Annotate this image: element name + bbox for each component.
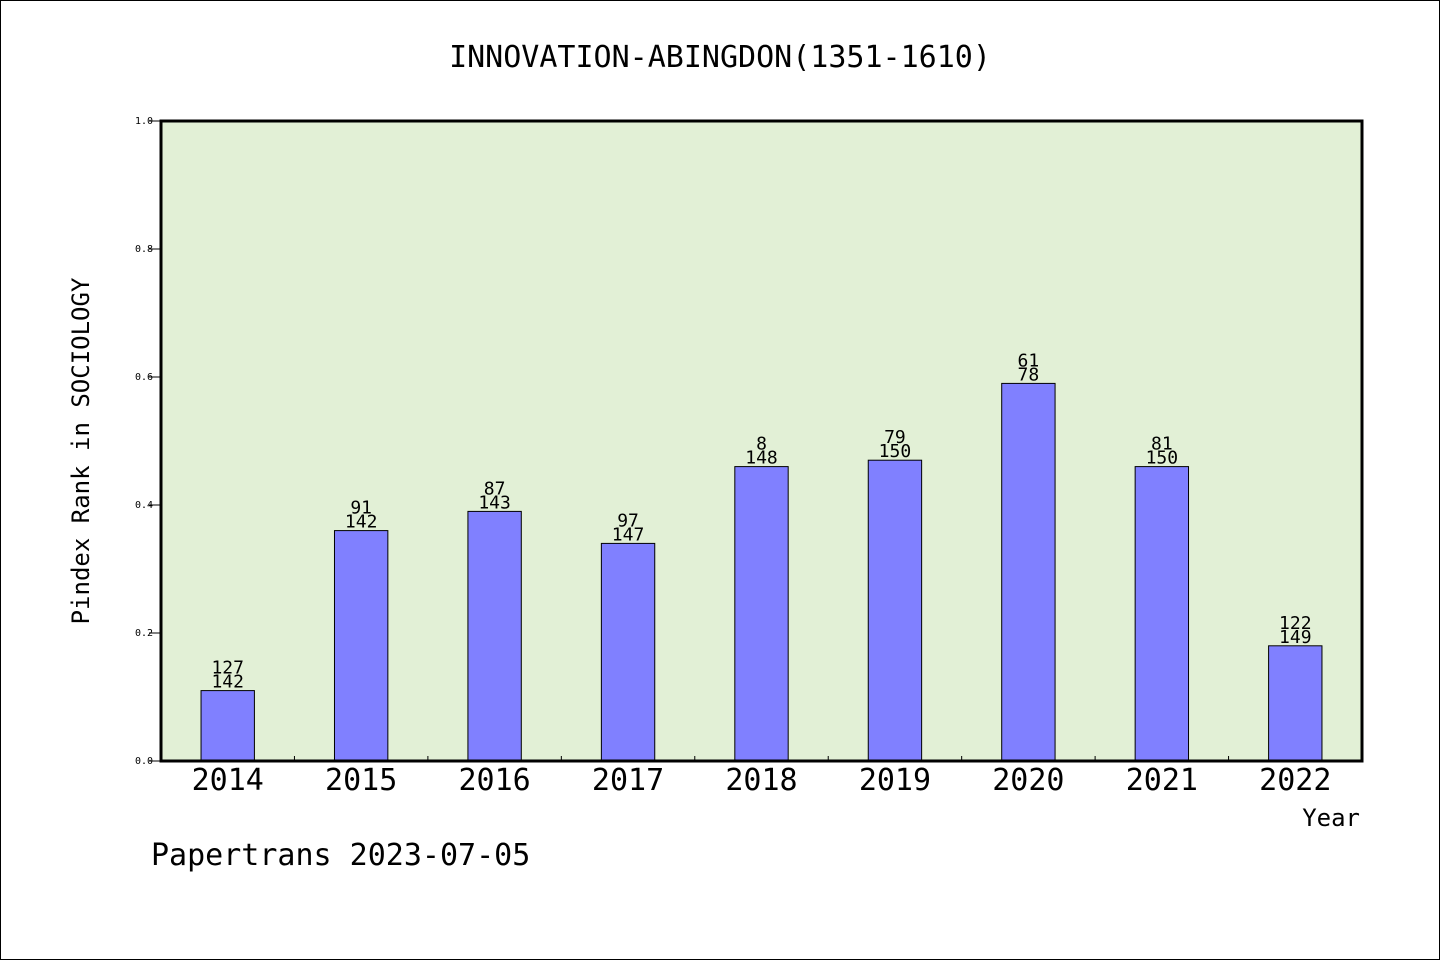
bar-rank-label-2017: 97 [617,510,639,531]
bar-rank-label-2015: 91 [350,498,372,519]
bar-2015 [333,530,389,762]
x-tick-label-2019: 2019 [859,763,931,798]
x-tick-label-2016: 2016 [458,763,530,798]
y-tick-label: 0.6 [135,372,153,383]
bar-total-label-2015: 142 [345,512,378,533]
bar-2014 [200,690,255,762]
bar-2017 [600,542,656,762]
bar-total-label-2016: 143 [478,492,511,513]
bar-rank-label-2020: 61 [1018,350,1040,371]
x-axis-label: Year [1302,804,1360,832]
x-tick-label-2014: 2014 [192,763,264,798]
bar-rank-label-2016: 87 [484,478,506,499]
bar-2018 [734,466,789,762]
bar-2019 [867,459,923,762]
bar-2021 [1134,466,1190,762]
y-tick-label: 0.8 [135,244,153,255]
bar-2020 [1001,382,1056,762]
plot-frame [159,119,1364,763]
bar-rank-label-2019: 79 [884,427,906,448]
footer-text: Papertrans 2023-07-05 [151,838,530,873]
y-tick-label: 0.4 [135,500,153,511]
bar-total-label-2018: 148 [745,448,778,469]
bar-rank-label-2022: 122 [1279,613,1312,634]
chart-title: INNOVATION-ABINGDON(1351-1610) [449,40,991,75]
y-tick-label: 1.0 [135,116,153,127]
y-ticks-group: 0.0 0.2 0.4 0.6 0.8 1.0 [135,116,161,767]
x-tick-label-2015: 2015 [325,763,397,798]
y-tick-label: 0.2 [135,628,153,639]
x-tick-label-2021: 2021 [1126,763,1198,798]
bar-total-label-2019: 150 [879,441,912,462]
x-tick-label-2020: 2020 [992,763,1064,798]
bar-total-label-2014: 142 [211,672,244,693]
x-tick-label-2018: 2018 [725,763,797,798]
bar-total-label-2021: 150 [1146,448,1179,469]
y-tick-label: 0.0 [135,756,153,767]
x-tick-label-2017: 2017 [592,763,664,798]
bar-2022 [1268,645,1323,762]
x-ticks-group: 2014 2015 2016 2017 2018 2019 2020 2021 2022 [192,756,1331,798]
y-axis-label: Pindex Rank in SOCIOLOGY [67,277,95,624]
bar-rank-label-2014: 127 [211,658,244,679]
bars-group [200,382,1323,762]
bar-2016 [467,510,522,762]
bar-rank-label-2021: 81 [1151,434,1173,455]
bar-total-label-2020: 78 [1018,364,1040,385]
bar-total-label-2022: 149 [1279,627,1312,648]
bar-rank-label-2018: 8 [756,434,767,455]
bar-total-label-2017: 147 [612,524,645,545]
x-tick-label-2022: 2022 [1259,763,1331,798]
